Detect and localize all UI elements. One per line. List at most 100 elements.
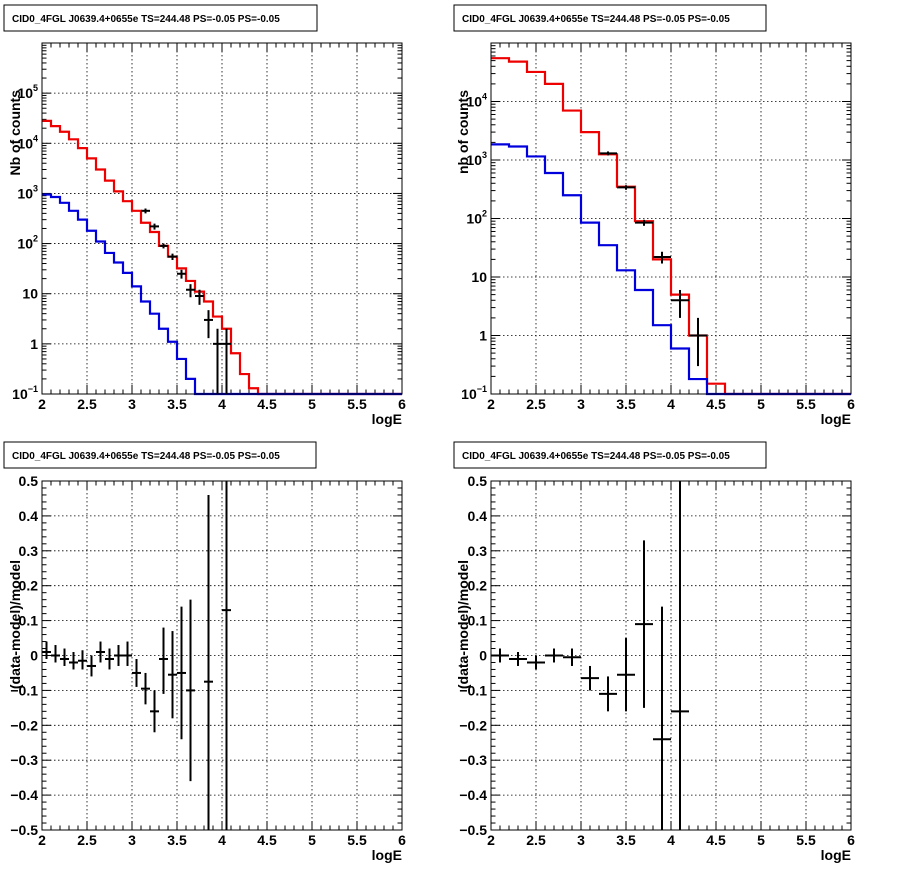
x-tick-label: 6 — [847, 396, 855, 412]
y-tick-label: 1 — [30, 336, 38, 352]
y-tick-label: 104 — [466, 92, 487, 110]
y-tick-label: −0.5 — [10, 822, 38, 838]
y-tick-label: −0.2 — [10, 717, 38, 733]
y-tick-label: 0.4 — [468, 508, 488, 524]
x-tick-label: 5 — [308, 832, 316, 848]
chart-title-box — [453, 441, 767, 469]
data-point — [509, 652, 527, 666]
data-point — [69, 652, 78, 670]
x-tick-label: 6 — [398, 832, 406, 848]
data-point — [177, 269, 186, 279]
series-model — [42, 119, 402, 396]
data-point — [599, 151, 617, 156]
data-point — [689, 317, 707, 367]
chart-title: CID0_4FGL J0639.4+0655e TS=244.48 PS=-0.… — [12, 14, 280, 25]
data-point — [42, 641, 51, 659]
data-point — [159, 243, 168, 249]
x-tick-label: 3 — [128, 396, 136, 412]
x-tick-label: 4 — [667, 396, 675, 412]
x-tick-label: 5 — [757, 832, 765, 848]
x-tick-label: 3.5 — [616, 396, 636, 412]
data-point — [635, 540, 653, 708]
x-tick-label: 2.5 — [77, 396, 97, 412]
plot-frame — [41, 480, 403, 831]
x-tick-label: 2 — [38, 832, 46, 848]
y-tick-label: 10−1 — [461, 384, 487, 402]
data-point — [563, 648, 581, 666]
x-tick-label: 5 — [757, 396, 765, 412]
y-tick-label: 0.2 — [468, 578, 488, 594]
chart-title: CID0_4FGL J0639.4+0655e TS=244.48 PS=-0.… — [462, 14, 730, 25]
y-tick-label: −0.4 — [459, 787, 487, 803]
data-point — [159, 627, 168, 694]
x-tick-label: 6 — [847, 832, 855, 848]
chart-title: CID0_4FGL J0639.4+0655e TS=244.48 PS=-0.… — [12, 451, 280, 462]
x-axis-label: logE — [821, 847, 851, 863]
data-point — [653, 251, 671, 264]
data-point — [168, 253, 177, 261]
data-point — [195, 289, 204, 305]
data-point — [78, 650, 87, 670]
y-tick-label: −0.1 — [10, 682, 38, 698]
data-point — [141, 208, 150, 214]
x-tick-label: 5.5 — [796, 396, 816, 412]
x-tick-label: 5 — [308, 396, 316, 412]
chart-panel-2: CID0_4FGL J0639.4+0655e TS=244.48 PS=-0.… — [453, 4, 855, 427]
x-tick-label: 2 — [487, 832, 495, 848]
chart-title-box — [453, 4, 767, 32]
y-tick-label: −0.3 — [459, 752, 487, 768]
y-tick-label: 1 — [479, 328, 487, 344]
x-tick-label: 4 — [218, 396, 226, 412]
x-tick-label: 2 — [38, 396, 46, 412]
x-tick-label: 3.5 — [167, 832, 187, 848]
data-point — [87, 655, 96, 677]
y-tick-label: 0.1 — [19, 613, 39, 629]
data-point — [617, 638, 635, 712]
data-point — [599, 676, 617, 712]
y-tick-label: 104 — [17, 133, 38, 151]
data-point — [114, 645, 123, 666]
x-axis-label: logE — [372, 411, 402, 427]
y-tick-label: 10 — [22, 286, 38, 302]
data-point — [150, 690, 159, 733]
y-tick-label: 103 — [466, 150, 487, 168]
y-tick-label: −0.4 — [10, 787, 38, 803]
x-tick-label: 4 — [667, 832, 675, 848]
x-tick-label: 3 — [577, 832, 585, 848]
y-tick-label: 0 — [479, 648, 487, 664]
x-axis-label: logE — [821, 411, 851, 427]
y-tick-label: 0.4 — [19, 508, 39, 524]
data-point — [491, 648, 509, 663]
y-tick-label: 0.5 — [19, 473, 39, 489]
data-point — [527, 655, 545, 670]
data-point — [96, 641, 105, 663]
x-tick-label: 2.5 — [526, 396, 546, 412]
data-point — [671, 289, 689, 318]
data-point — [60, 648, 69, 666]
y-tick-label: 0.5 — [468, 473, 488, 489]
x-tick-label: 3 — [128, 832, 136, 848]
data-point — [545, 648, 563, 663]
plot-frame — [41, 42, 403, 395]
y-tick-label: 105 — [17, 83, 38, 101]
y-tick-label: −0.2 — [459, 717, 487, 733]
x-tick-label: 3.5 — [616, 832, 636, 848]
x-axis-label: logE — [372, 847, 402, 863]
plot-frame — [490, 42, 852, 395]
x-tick-label: 4 — [218, 832, 226, 848]
chart-panel-1: CID0_4FGL J0639.4+0655e TS=244.48 PS=-0.… — [3, 4, 406, 427]
x-tick-label: 5.5 — [347, 832, 367, 848]
x-tick-label: 2 — [487, 396, 495, 412]
y-tick-label: −0.1 — [459, 682, 487, 698]
data-point — [617, 185, 635, 190]
y-tick-label: 0 — [30, 648, 38, 664]
data-point — [186, 284, 195, 298]
y-tick-label: 10−1 — [12, 384, 38, 402]
data-point — [222, 481, 231, 830]
x-tick-label: 4.5 — [257, 832, 277, 848]
data-point — [141, 672, 150, 705]
data-point — [222, 328, 231, 394]
y-tick-label: −0.5 — [459, 822, 487, 838]
x-tick-label: 4.5 — [706, 832, 726, 848]
